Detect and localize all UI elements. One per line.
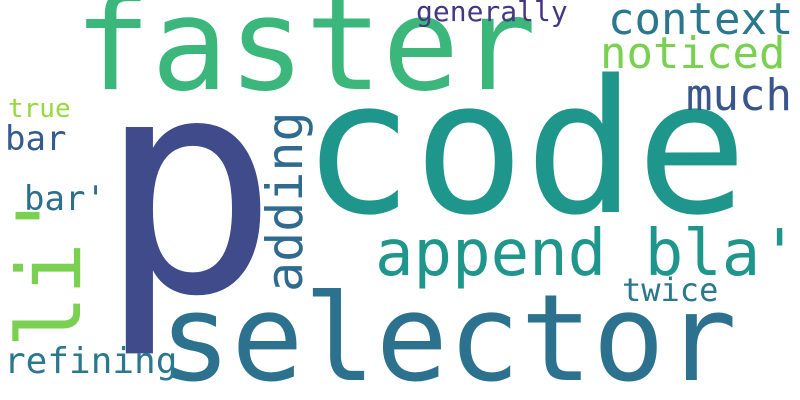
word-append-bla: append bla' (375, 217, 799, 291)
word-adding: adding (256, 111, 314, 292)
word-twice: twice (622, 271, 719, 309)
word-selector: selector (159, 270, 737, 400)
word-bar-quote: bar' (24, 179, 106, 219)
word-code: code (302, 40, 748, 256)
word-generally: generally (416, 0, 568, 28)
word-refining: refining (4, 341, 178, 382)
word-faster: faster (74, 0, 537, 120)
word-true: true (8, 94, 71, 124)
word-context: context (608, 0, 794, 45)
word-noticed: noticed (600, 28, 786, 79)
word-bar: bar (5, 119, 67, 159)
word-p: p (98, 13, 279, 362)
word-much: much (686, 70, 792, 121)
